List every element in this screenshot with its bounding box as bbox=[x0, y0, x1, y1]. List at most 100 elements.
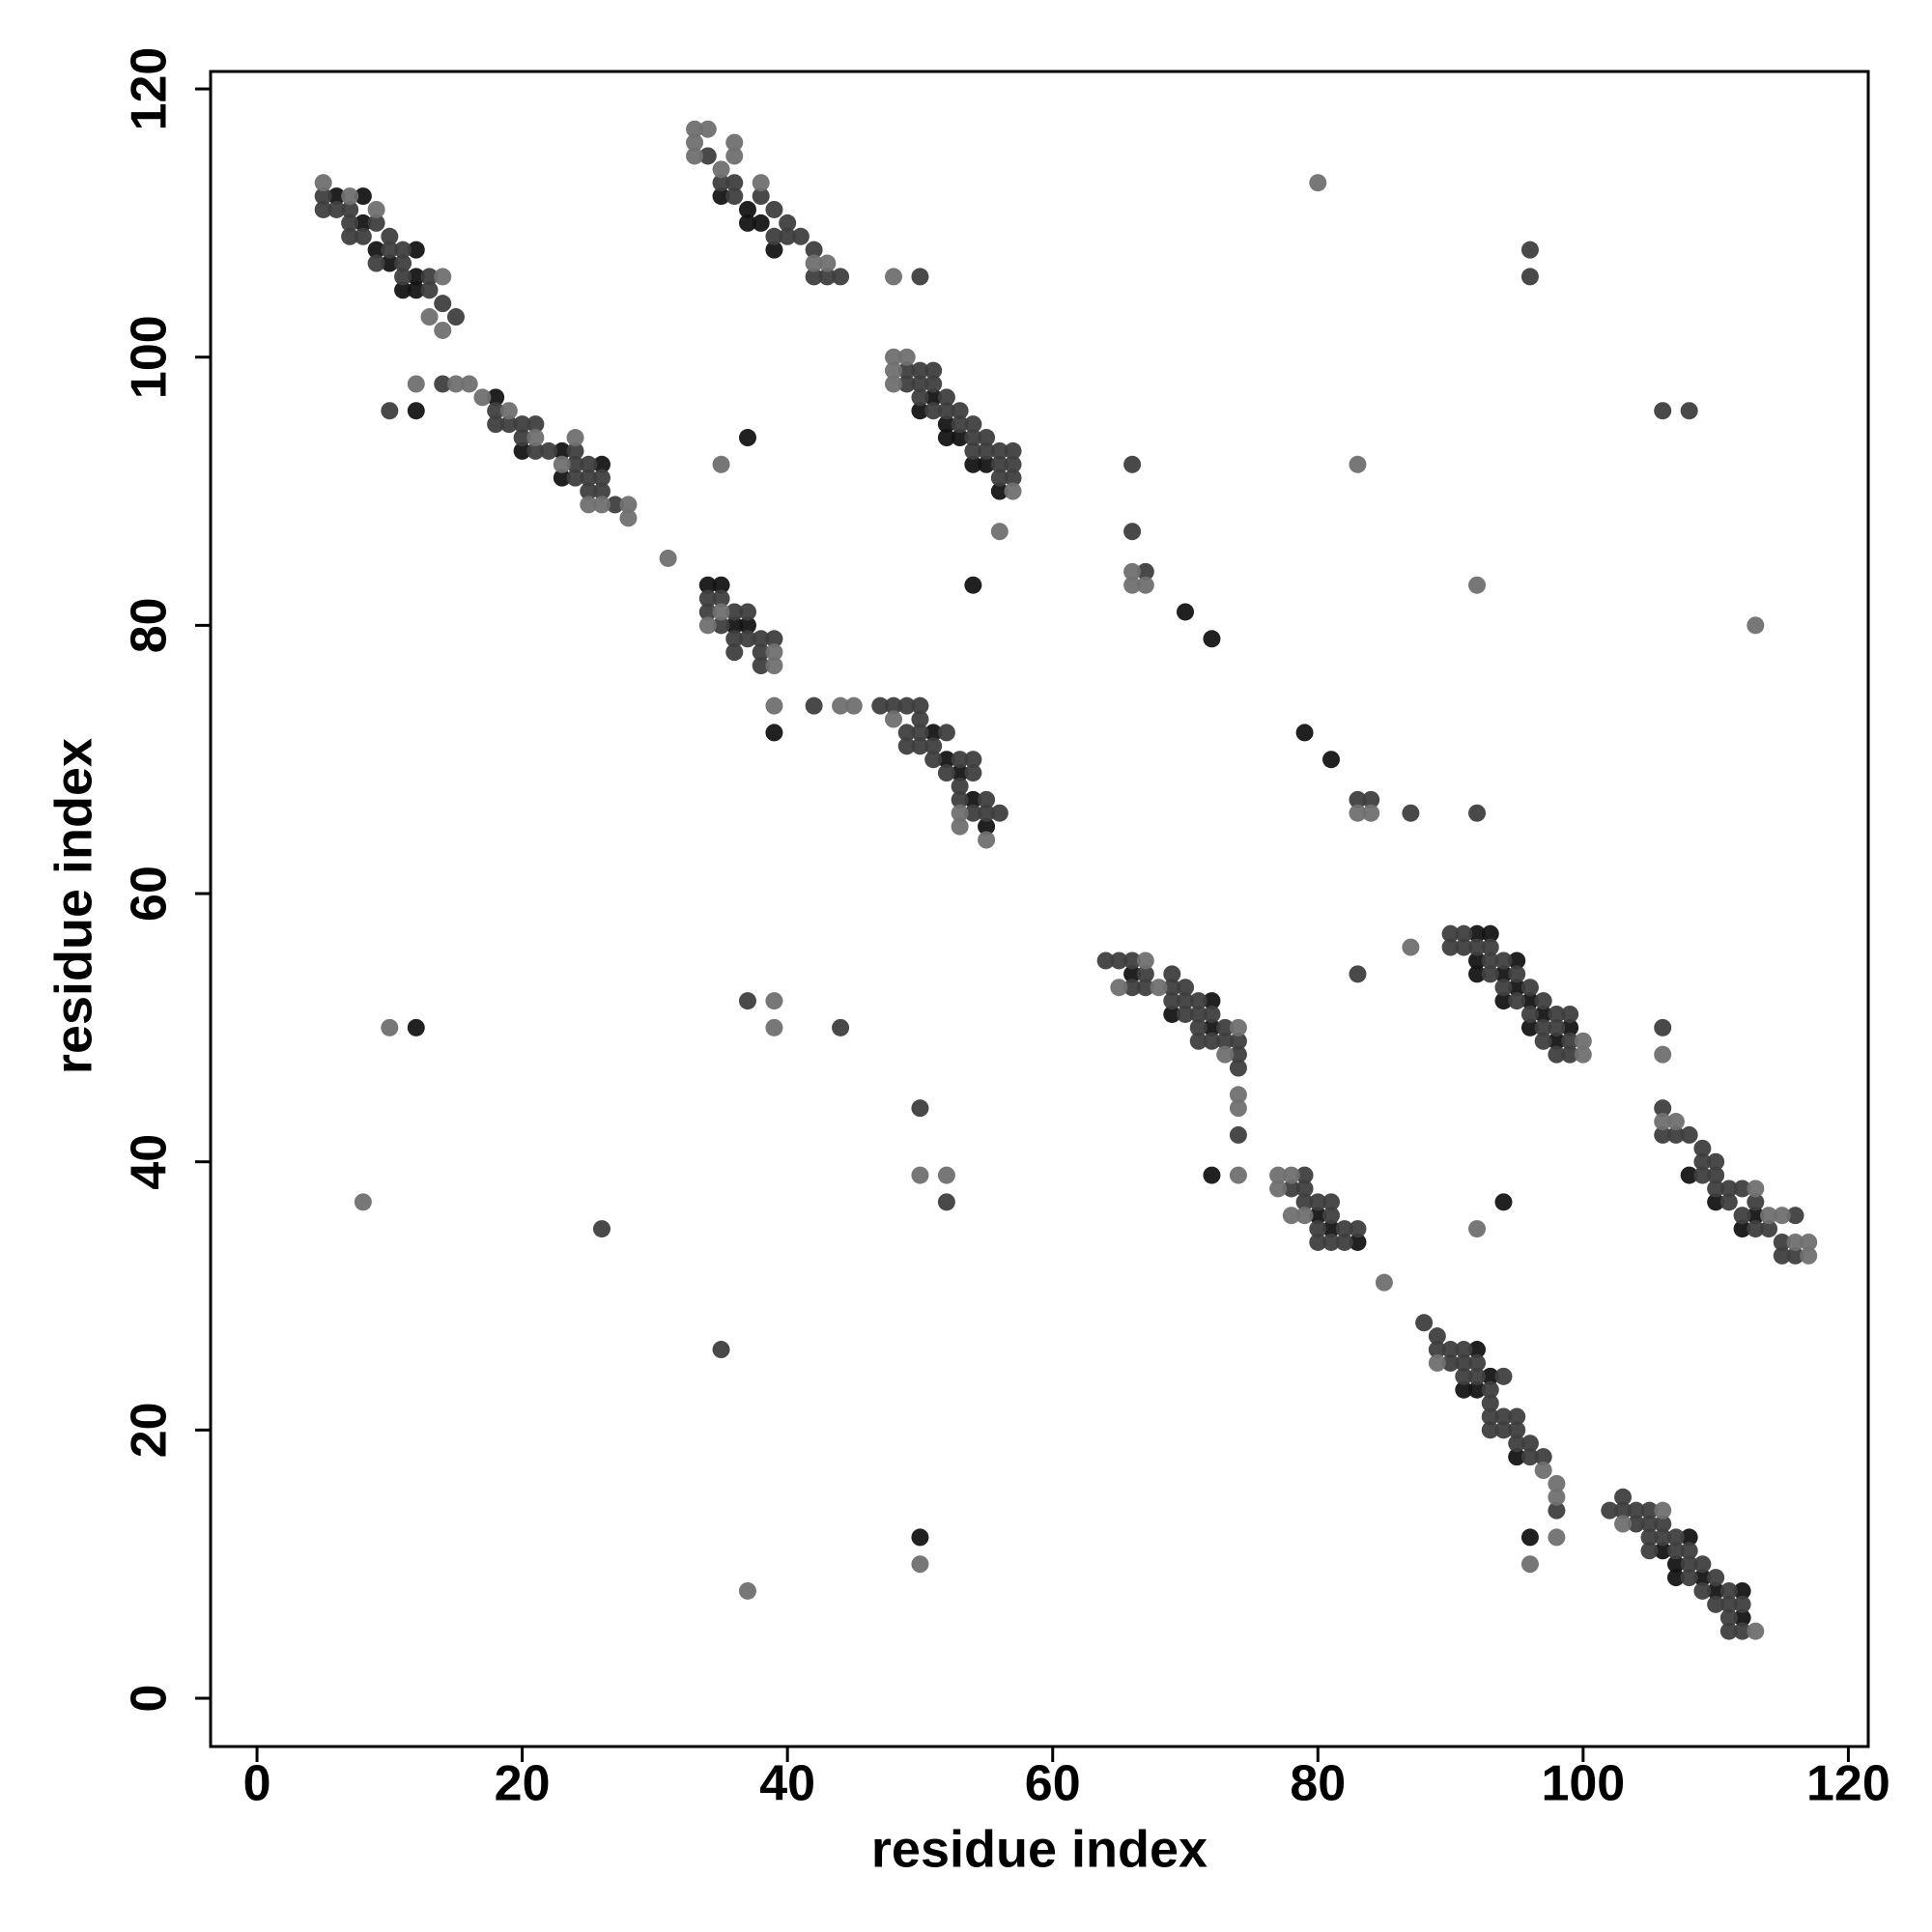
contact-point bbox=[1707, 1595, 1725, 1613]
contact-point bbox=[1654, 1542, 1672, 1560]
contact-point bbox=[1349, 455, 1367, 473]
contact-point bbox=[1349, 804, 1367, 822]
contact-point bbox=[990, 469, 1009, 487]
contact-point bbox=[592, 482, 611, 500]
contact-point bbox=[1680, 1166, 1698, 1184]
contact-point bbox=[1163, 979, 1181, 997]
contact-point bbox=[978, 429, 996, 447]
contact-point bbox=[1773, 1246, 1791, 1264]
contact-point bbox=[791, 227, 810, 245]
contact-point bbox=[990, 523, 1009, 541]
contact-point bbox=[911, 1099, 929, 1118]
contact-point bbox=[566, 441, 584, 460]
contact-point bbox=[1548, 1528, 1566, 1547]
contact-point bbox=[779, 213, 797, 232]
contact-point bbox=[327, 200, 346, 218]
x-tick-label: 100 bbox=[1541, 1756, 1625, 1812]
contact-point bbox=[1548, 1488, 1566, 1506]
contact-point bbox=[1335, 1233, 1353, 1251]
contact-point bbox=[1110, 952, 1128, 970]
contact-point bbox=[805, 268, 823, 286]
contact-point bbox=[1693, 1569, 1712, 1587]
contact-point bbox=[725, 187, 744, 206]
contact-point bbox=[1468, 1353, 1487, 1372]
contact-point bbox=[765, 227, 783, 245]
contact-point bbox=[978, 831, 996, 849]
contact-point bbox=[990, 804, 1009, 822]
contact-point bbox=[314, 200, 332, 218]
contact-point bbox=[1601, 1501, 1619, 1520]
x-tick-label: 40 bbox=[759, 1756, 815, 1812]
contact-point bbox=[805, 696, 823, 715]
contact-point bbox=[1468, 804, 1487, 822]
contact-point bbox=[1719, 1622, 1738, 1640]
contact-point bbox=[712, 603, 730, 621]
contact-point bbox=[420, 281, 439, 299]
contact-point bbox=[911, 1166, 929, 1184]
y-tick-label: 100 bbox=[122, 315, 178, 399]
contact-point bbox=[1309, 1207, 1327, 1225]
contact-point bbox=[1614, 1515, 1633, 1533]
contact-point bbox=[1508, 1407, 1526, 1426]
contact-point bbox=[1654, 1501, 1672, 1520]
contact-point bbox=[407, 1018, 425, 1037]
contact-point bbox=[1666, 1125, 1685, 1144]
contact-point bbox=[951, 764, 969, 782]
contact-point bbox=[1441, 938, 1460, 956]
contact-point bbox=[1800, 1246, 1818, 1264]
contact-point bbox=[1733, 1595, 1751, 1613]
contact-point bbox=[1520, 992, 1539, 1010]
contact-point bbox=[1733, 1608, 1751, 1627]
contact-point bbox=[1123, 952, 1142, 970]
contact-point bbox=[381, 241, 399, 259]
contact-point bbox=[832, 1018, 850, 1037]
contact-point bbox=[990, 482, 1009, 500]
contact-point bbox=[592, 1220, 611, 1238]
contact-point bbox=[1229, 1018, 1247, 1037]
contact-point bbox=[725, 133, 744, 152]
contact-point bbox=[1322, 1193, 1341, 1211]
contact-point bbox=[1428, 1327, 1446, 1346]
contact-point bbox=[964, 790, 982, 809]
contact-point bbox=[765, 724, 783, 742]
contact-point bbox=[1707, 1581, 1725, 1600]
contact-point bbox=[1468, 1341, 1487, 1359]
contact-point bbox=[1163, 992, 1181, 1010]
contact-point bbox=[1548, 1032, 1566, 1050]
contact-point bbox=[1654, 1113, 1672, 1131]
contact-point bbox=[1800, 1233, 1818, 1251]
contact-point bbox=[354, 213, 372, 232]
contact-point bbox=[884, 710, 902, 728]
contact-point bbox=[911, 710, 929, 728]
contact-point bbox=[924, 361, 943, 380]
contact-point bbox=[752, 643, 770, 662]
contact-point bbox=[1494, 1193, 1513, 1211]
contact-point bbox=[1640, 1501, 1659, 1520]
contact-point bbox=[1189, 992, 1208, 1010]
contact-point bbox=[1322, 1207, 1341, 1225]
contact-point bbox=[911, 737, 929, 755]
contact-point bbox=[964, 576, 982, 594]
contact-point bbox=[1520, 1018, 1539, 1037]
contact-point bbox=[1468, 1367, 1487, 1385]
contact-point bbox=[580, 469, 598, 487]
contact-point bbox=[752, 630, 770, 648]
contact-point bbox=[1322, 751, 1341, 769]
contact-point bbox=[1216, 1032, 1235, 1050]
contact-point bbox=[951, 817, 969, 836]
contact-point bbox=[1349, 1220, 1367, 1238]
contact-point bbox=[1415, 1314, 1434, 1332]
contact-point bbox=[1520, 241, 1539, 259]
contact-point bbox=[367, 254, 385, 272]
contact-point bbox=[686, 133, 704, 152]
contact-point bbox=[1455, 924, 1473, 943]
contact-point bbox=[1561, 1005, 1579, 1023]
contact-point bbox=[592, 496, 611, 514]
contact-point bbox=[951, 804, 969, 822]
contact-point bbox=[738, 1581, 756, 1600]
contact-point bbox=[897, 375, 916, 393]
contact-point bbox=[738, 200, 756, 218]
contact-point bbox=[964, 441, 982, 460]
contact-point bbox=[897, 361, 916, 380]
contact-point bbox=[513, 429, 531, 447]
